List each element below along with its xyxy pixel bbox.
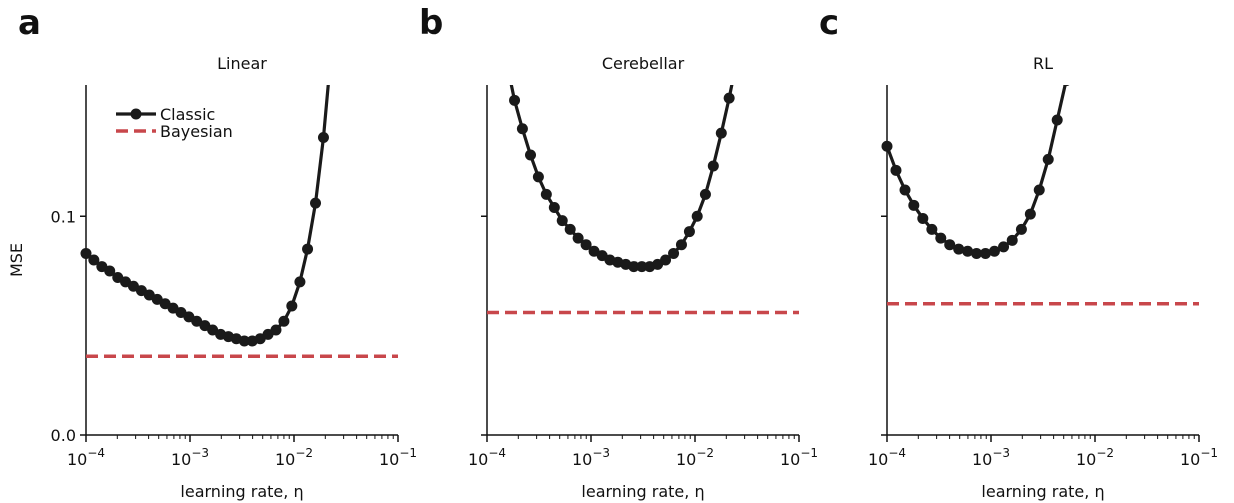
- classic-point: [691, 210, 703, 222]
- x-tick-label: 10−4: [67, 446, 105, 469]
- panel-a: a Linear 0.0 0.1 10−4 10−3 10−2 10−1 learning ra…: [7, 3, 417, 501]
- classic-point: [1042, 153, 1054, 165]
- classic-point: [699, 188, 711, 200]
- x-tick-label: 10−1: [1180, 446, 1218, 469]
- classic-point: [715, 127, 727, 139]
- x-tick-label: 10−2: [275, 446, 313, 469]
- x-tick-label: 10−2: [1076, 446, 1114, 469]
- classic-point: [302, 243, 314, 255]
- classic-point: [540, 188, 552, 200]
- panel-b: b Cerebellar 10−4 10−3 10−2 10−1 learning rate…: [419, 3, 818, 501]
- panel-letter: a: [18, 3, 41, 43]
- classic-point: [1051, 114, 1063, 126]
- classic-point: [80, 247, 92, 259]
- classic-point: [935, 232, 947, 244]
- classic-point: [1015, 223, 1027, 235]
- classic-point: [908, 199, 920, 211]
- classic-point: [1062, 85, 1070, 87]
- classic-point: [532, 171, 544, 183]
- classic-point: [294, 276, 306, 288]
- classic-point: [286, 300, 298, 312]
- classic-point: [525, 149, 537, 161]
- classic-point: [278, 315, 290, 327]
- classic-point: [238, 335, 250, 347]
- plot-area: [487, 85, 799, 315]
- classic-point: [899, 184, 911, 196]
- classic-point: [723, 92, 735, 104]
- classic-point: [675, 239, 687, 251]
- classic-point: [88, 254, 100, 266]
- x-tick-label: 10−4: [868, 446, 906, 469]
- x-tick-label: 10−3: [972, 446, 1010, 469]
- classic-point: [509, 94, 521, 106]
- plot-area: [881, 85, 1199, 306]
- y-tick-label: 0.1: [51, 207, 76, 226]
- classic-point: [270, 324, 282, 336]
- panel-c: c RL 10−4 10−3 10−2 10−1 learning rate, η: [819, 3, 1218, 501]
- x-tick-label: 10−4: [468, 446, 506, 469]
- classic-point: [917, 212, 929, 224]
- classic-point: [962, 245, 974, 257]
- legend-classic-label: Classic: [160, 105, 215, 124]
- classic-point: [707, 160, 719, 172]
- classic-point: [1006, 234, 1018, 246]
- x-tick-label: 10−1: [379, 446, 417, 469]
- classic-point: [628, 261, 640, 273]
- classic-point: [1033, 184, 1045, 196]
- classic-point: [1024, 208, 1036, 220]
- classic-point: [944, 239, 956, 251]
- x-axis-label: learning rate, η: [180, 482, 303, 501]
- x-tick-label: 10−2: [676, 446, 714, 469]
- classic-point: [668, 247, 680, 259]
- y-axis-label: MSE: [7, 243, 26, 277]
- classic-point: [207, 324, 219, 336]
- panel-letter: c: [819, 3, 839, 43]
- classic-point: [890, 164, 902, 176]
- x-tick-label: 10−3: [171, 446, 209, 469]
- series-classic-line: [885, 85, 1067, 256]
- x-tick-label: 10−1: [780, 446, 818, 469]
- panel-title: Cerebellar: [602, 54, 685, 73]
- classic-point: [580, 239, 592, 251]
- legend-classic-marker: [130, 108, 142, 120]
- classic-point: [310, 197, 322, 209]
- series-classic-line: [84, 85, 330, 343]
- series-classic-line: [509, 85, 734, 269]
- classic-point: [104, 265, 116, 277]
- classic-point: [979, 247, 991, 259]
- plot-area: [80, 85, 398, 358]
- y-tick-label: 0.0: [51, 426, 76, 445]
- classic-point: [516, 123, 528, 135]
- classic-point: [317, 132, 329, 143]
- classic-point: [556, 215, 568, 227]
- classic-point: [926, 223, 938, 235]
- panel-letter: b: [419, 3, 443, 43]
- classic-point: [660, 254, 672, 266]
- panel-title: Linear: [217, 54, 267, 73]
- classic-point: [572, 232, 584, 244]
- x-axis-label: learning rate, η: [581, 482, 704, 501]
- classic-point: [998, 241, 1010, 253]
- x-tick-label: 10−3: [572, 446, 610, 469]
- classic-point: [564, 223, 576, 235]
- x-axis-label: learning rate, η: [981, 482, 1104, 501]
- classic-point: [881, 140, 893, 152]
- classic-point: [636, 261, 648, 273]
- classic-point: [953, 243, 965, 255]
- classic-point: [548, 202, 560, 213]
- classic-point: [971, 247, 983, 259]
- classic-point: [988, 245, 1000, 257]
- panel-title: RL: [1033, 54, 1053, 73]
- classic-point: [191, 315, 203, 327]
- classic-point: [683, 226, 695, 238]
- legend-bayesian-label: Bayesian: [160, 122, 233, 141]
- classic-point: [588, 245, 600, 257]
